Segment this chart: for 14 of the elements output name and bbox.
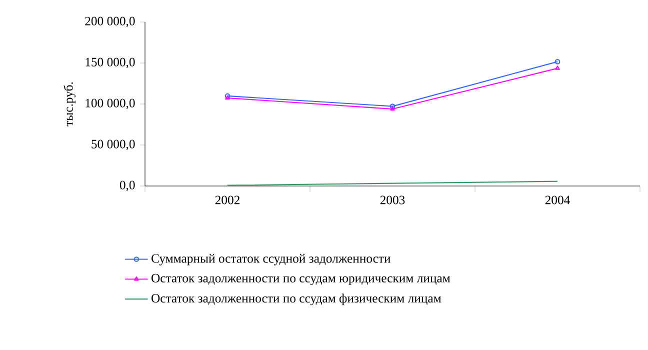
x-tick-label: 2003 (380, 196, 405, 204)
x-tick-label: 2002 (215, 196, 240, 204)
legend-label: Остаток задолженности по ссудам юридическим лицам (152, 274, 450, 286)
x-tick-label: 2004 (545, 196, 570, 204)
y-tick-label: 150 000,0 (86, 58, 135, 68)
y-tick-label: 50 000,0 (92, 140, 135, 150)
legend-label: Остаток задолженности по ссудам физическим лицам (152, 294, 442, 306)
point (390, 106, 395, 111)
y-axis-title: тыс.руб. (64, 82, 76, 126)
legend-label: Суммарный остаток ссудной задолженности (152, 254, 390, 266)
point (390, 104, 396, 109)
y-tick-label: 0,0 (120, 180, 135, 192)
y-tick-label: 200 000,0 (85, 16, 135, 28)
y-tick-label: 100 000,0 (86, 98, 135, 110)
